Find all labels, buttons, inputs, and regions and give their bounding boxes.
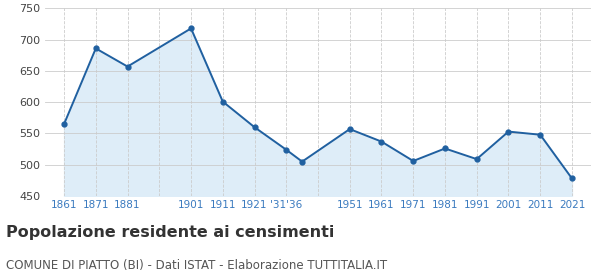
Text: COMUNE DI PIATTO (BI) - Dati ISTAT - Elaborazione TUTTITALIA.IT: COMUNE DI PIATTO (BI) - Dati ISTAT - Ela… [6, 259, 387, 272]
Text: Popolazione residente ai censimenti: Popolazione residente ai censimenti [6, 225, 334, 241]
